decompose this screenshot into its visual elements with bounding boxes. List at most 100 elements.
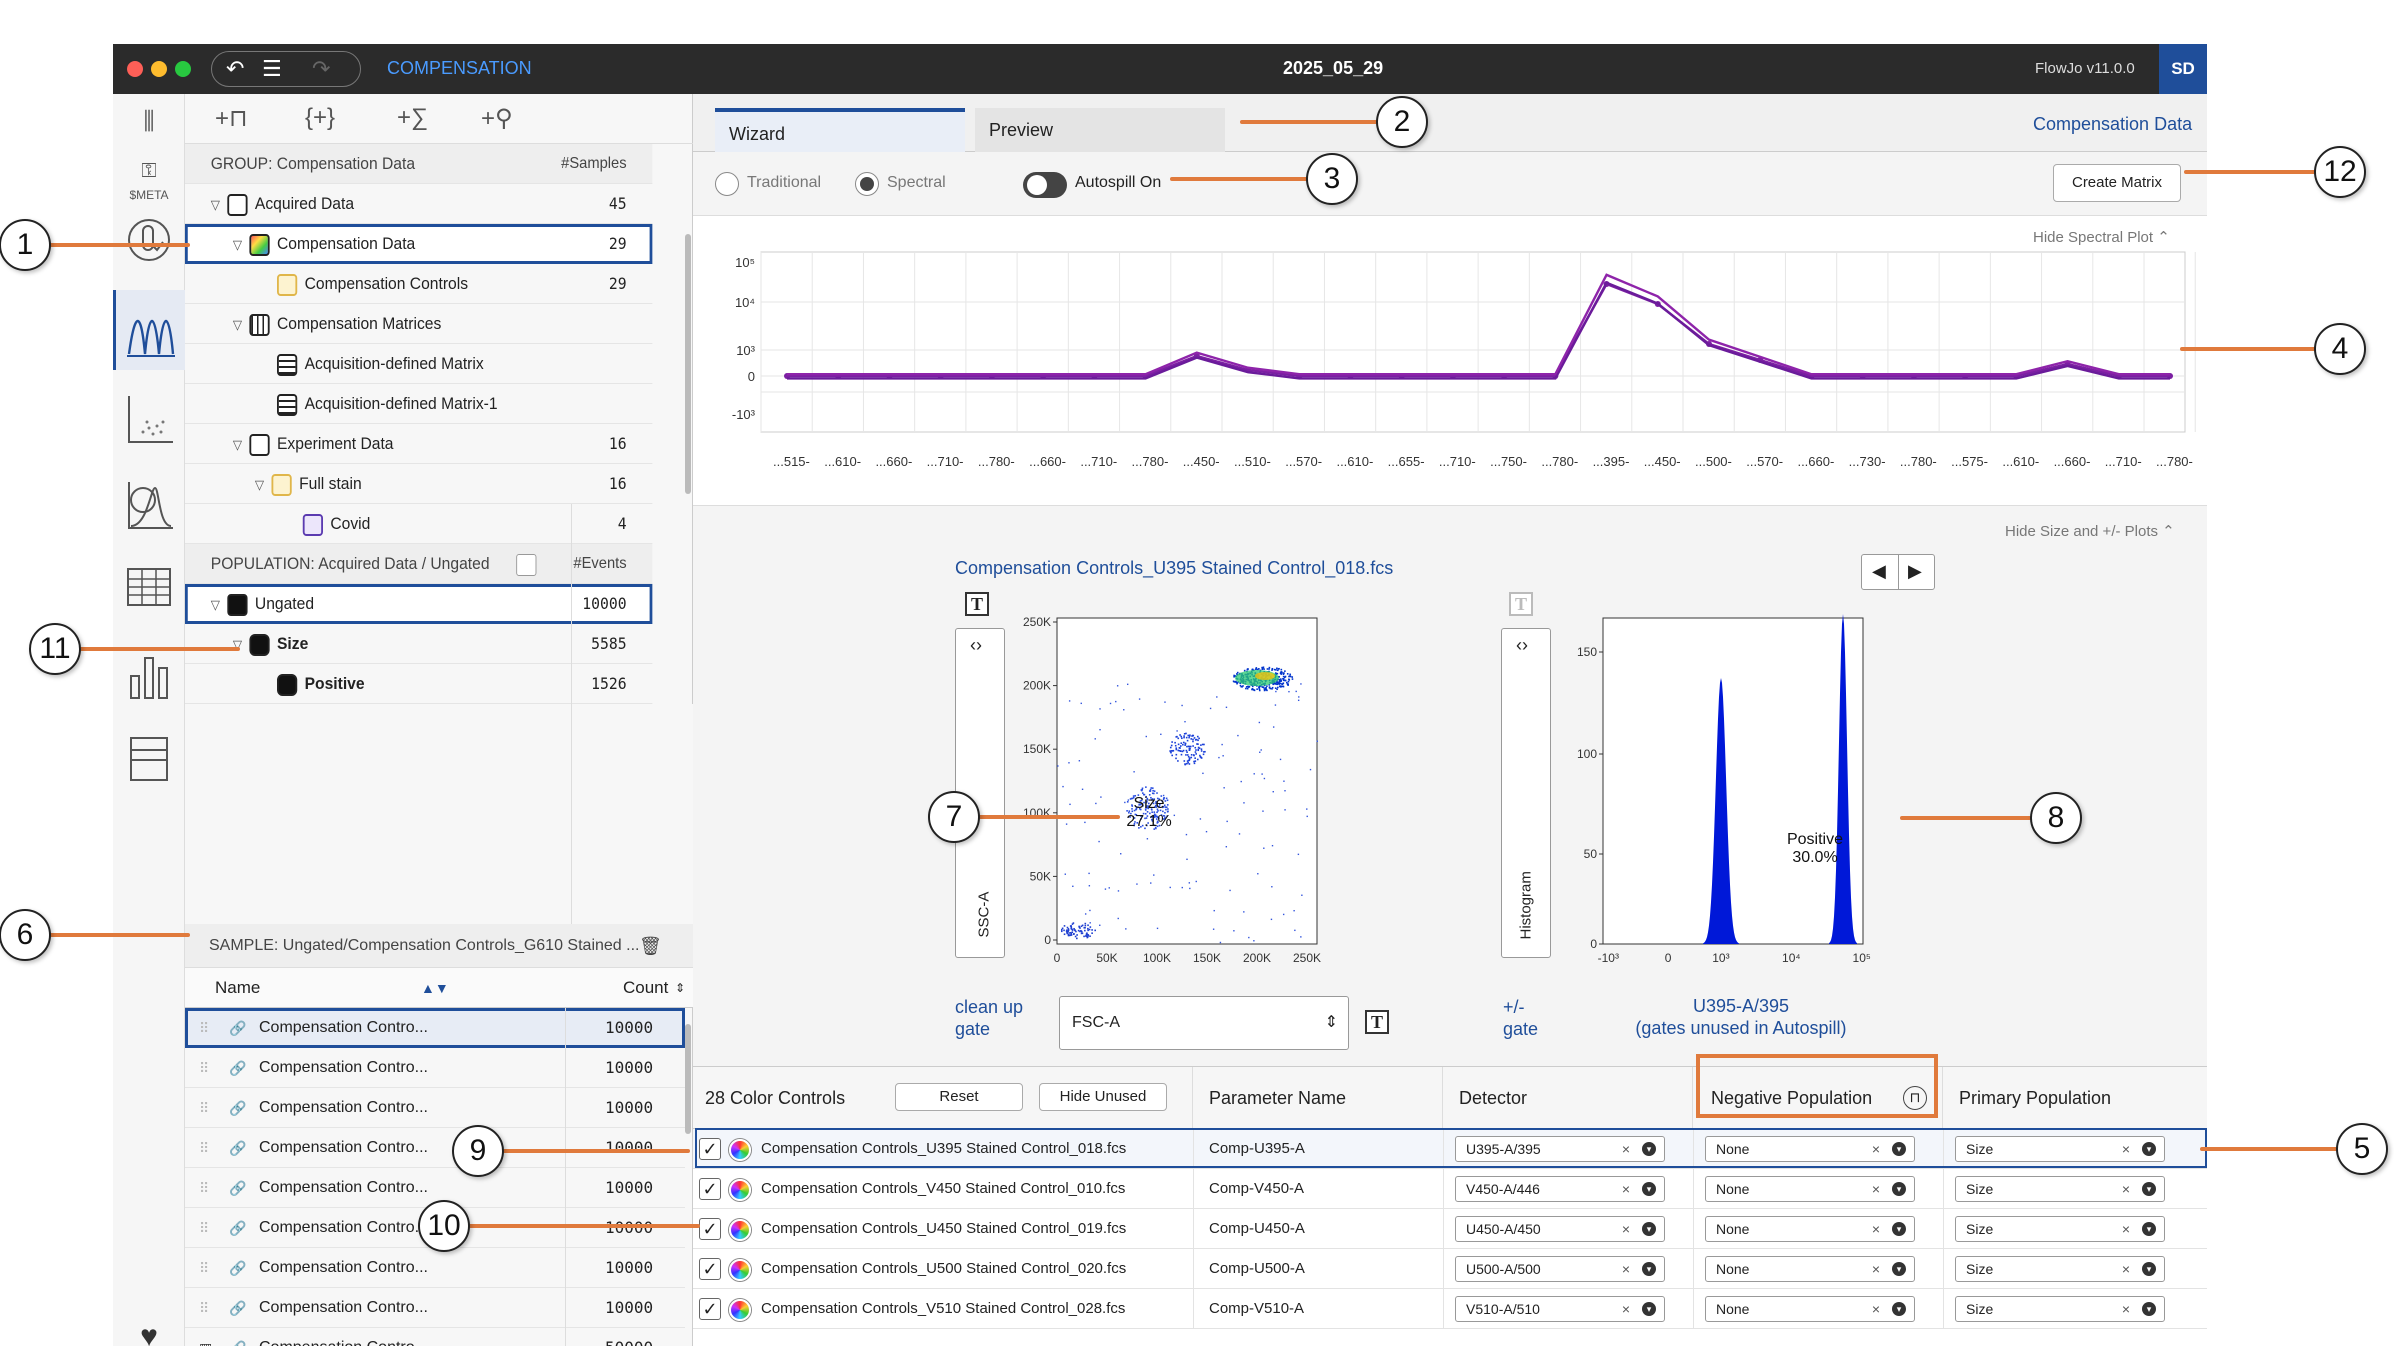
drag-handle-icon[interactable]: ⠿ — [199, 1140, 210, 1156]
heart-icon[interactable]: ♥ — [140, 1320, 158, 1346]
sample-row[interactable]: ⠿ 🔗 Compensation Contro... 10000 — [185, 1288, 685, 1328]
drag-handle-icon[interactable]: ⠿ — [199, 1100, 210, 1116]
close-window-button[interactable] — [127, 61, 143, 77]
primary-col-header[interactable]: Primary Population — [1959, 1088, 2112, 1108]
color-wheel-icon[interactable] — [729, 1259, 751, 1281]
primary-select[interactable]: Size × ▾ — [1955, 1136, 2165, 1162]
detector-select[interactable]: U450-A/450 × ▾ — [1455, 1216, 1665, 1242]
primary-select[interactable]: Size × ▾ — [1955, 1296, 2165, 1322]
dropdown-icon[interactable]: ▾ — [1892, 1262, 1906, 1276]
name-column-header[interactable]: Name — [215, 978, 261, 997]
sample-scrollbar[interactable] — [685, 1024, 691, 1134]
minimize-window-button[interactable] — [151, 61, 167, 77]
axis-swap-icon[interactable]: ‹› — [1516, 635, 1528, 655]
clear-icon[interactable]: × — [2121, 1261, 2130, 1277]
negative-select[interactable]: None × ▾ — [1705, 1216, 1915, 1242]
group-row[interactable]: Acquisition-defined Matrix-1 — [185, 384, 653, 424]
hide-size-toggle[interactable]: Hide Size and +/- Plots ⌃ — [2005, 522, 2175, 540]
add-key-icon[interactable]: +⚲ — [481, 105, 513, 132]
dropdown-icon[interactable]: ▾ — [2142, 1182, 2156, 1196]
sample-row[interactable]: ⠿ 🔗 Compensation Contro... 10000 — [185, 1088, 685, 1128]
hide-spectral-toggle[interactable]: Hide Spectral Plot ⌃ — [2033, 228, 2170, 246]
dropdown-icon[interactable]: ▾ — [2142, 1222, 2156, 1236]
redo-icon[interactable]: ↷ — [312, 56, 331, 81]
negative-col-header[interactable]: Negative Population ⊓ — [1693, 1067, 1943, 1129]
add-bracket-icon[interactable]: {+} — [305, 104, 336, 131]
sample-row[interactable]: ▦ 🔗 Compensation Contro... 50000 — [185, 1328, 685, 1346]
group-row[interactable]: ▽ Acquired Data 45 — [185, 184, 653, 224]
dropdown-icon[interactable]: ▾ — [1642, 1182, 1656, 1196]
color-wheel-icon[interactable] — [729, 1299, 751, 1321]
positive-gate-label[interactable]: Positive — [1787, 831, 1843, 848]
sample-row[interactable]: ⠿ 🔗 Compensation Contro... 10000 — [185, 1248, 685, 1288]
clear-icon[interactable]: × — [1621, 1181, 1630, 1197]
detector-select[interactable]: U500-A/500 × ▾ — [1455, 1256, 1665, 1282]
control-checkbox[interactable]: ✓ — [699, 1298, 721, 1320]
create-matrix-button[interactable]: Create Matrix — [2053, 164, 2181, 202]
drag-handle-icon[interactable]: ⠿ — [199, 1260, 210, 1276]
detector-select[interactable]: U395-A/395 × ▾ — [1455, 1136, 1665, 1162]
clear-icon[interactable]: × — [1621, 1301, 1630, 1317]
population-row[interactable]: Positive 1526 — [185, 664, 653, 704]
primary-select[interactable]: Size × ▾ — [1955, 1216, 2165, 1242]
sample-row[interactable]: ⠿ 🔗 Compensation Contro... 10000 — [185, 1008, 685, 1048]
expand-icon[interactable]: ▽ — [210, 197, 220, 212]
color-wheel-icon[interactable] — [729, 1179, 751, 1201]
collapse-panel-icon[interactable]: ⫼ — [143, 108, 155, 135]
clear-icon[interactable]: × — [1871, 1141, 1880, 1157]
drag-handle-icon[interactable]: ▦ — [199, 1328, 212, 1346]
clear-icon[interactable]: × — [2121, 1181, 2130, 1197]
next-arrow-icon[interactable]: ▶ — [1908, 561, 1922, 581]
group-row[interactable]: ▽ Full stain 16 — [185, 464, 653, 504]
spectral-radio[interactable] — [855, 172, 879, 196]
expand-icon[interactable]: ▽ — [210, 597, 220, 612]
color-wheel-icon[interactable] — [729, 1139, 751, 1161]
reset-button[interactable]: Reset — [895, 1083, 1023, 1111]
text-tool-icon[interactable]: T — [1365, 1010, 1389, 1034]
group-row-selected[interactable]: ▽ Compensation Data 29 — [185, 224, 653, 264]
prev-arrow-icon[interactable]: ◀ — [1872, 561, 1886, 581]
param-col-header[interactable]: Parameter Name — [1193, 1067, 1443, 1129]
clear-icon[interactable]: × — [1871, 1301, 1880, 1317]
histogram-gate-icon[interactable] — [113, 478, 185, 539]
detector-col-header[interactable]: Detector — [1443, 1067, 1693, 1129]
clear-icon[interactable]: × — [2121, 1301, 2130, 1317]
dropdown-icon[interactable]: ▾ — [1892, 1222, 1906, 1236]
count-column-header[interactable]: Count — [623, 978, 669, 997]
sort-icon[interactable]: ⇕ — [675, 981, 686, 995]
detector-select[interactable]: V450-A/446 × ▾ — [1455, 1176, 1665, 1202]
drag-handle-icon[interactable]: ⠿ — [199, 1020, 210, 1036]
negative-select[interactable]: None × ▾ — [1705, 1296, 1915, 1322]
add-sum-icon[interactable]: +∑ — [397, 104, 429, 131]
negative-select[interactable]: None × ▾ — [1705, 1256, 1915, 1282]
group-row[interactable]: Acquisition-defined Matrix — [185, 344, 653, 384]
negative-select[interactable]: None × ▾ — [1705, 1176, 1915, 1202]
control-row[interactable]: ✓ Compensation Controls_U500 Stained Cont… — [693, 1249, 2207, 1289]
expand-icon[interactable]: ▽ — [232, 637, 243, 652]
population-row[interactable]: ▽ Size 5585 — [185, 624, 653, 664]
hide-unused-button[interactable]: Hide Unused — [1039, 1083, 1167, 1111]
tube-icon[interactable]: ⊓ — [1903, 1086, 1927, 1110]
size-gate-label[interactable]: Size — [1133, 795, 1164, 812]
negative-select[interactable]: None × ▾ — [1705, 1136, 1915, 1162]
primary-select[interactable]: Size × ▾ — [1955, 1256, 2165, 1282]
drag-handle-icon[interactable]: ⠿ — [199, 1180, 210, 1196]
clear-icon[interactable]: × — [2121, 1221, 2130, 1237]
layout-editor-icon[interactable] — [113, 734, 185, 789]
dropdown-icon[interactable]: ▾ — [2142, 1142, 2156, 1156]
sample-row[interactable]: ⠿ 🔗 Compensation Contro... 10000 — [185, 1128, 685, 1168]
clear-icon[interactable]: × — [1871, 1221, 1880, 1237]
clear-icon[interactable]: × — [2121, 1141, 2130, 1157]
traditional-radio[interactable] — [715, 172, 739, 196]
group-row[interactable]: ▽ Experiment Data 16 — [185, 424, 653, 464]
expand-icon[interactable]: ▽ — [232, 237, 243, 252]
primary-select[interactable]: Size × ▾ — [1955, 1176, 2165, 1202]
expand-icon[interactable]: ▽ — [232, 317, 243, 332]
autospill-toggle[interactable] — [1023, 172, 1067, 198]
user-avatar[interactable]: SD — [2159, 44, 2207, 94]
clear-icon[interactable]: × — [1621, 1141, 1630, 1157]
axis-swap-icon[interactable]: ‹› — [970, 635, 982, 655]
control-checkbox[interactable]: ✓ — [699, 1258, 721, 1280]
drag-handle-icon[interactable]: ⠿ — [199, 1220, 210, 1236]
clear-icon[interactable]: × — [1871, 1261, 1880, 1277]
